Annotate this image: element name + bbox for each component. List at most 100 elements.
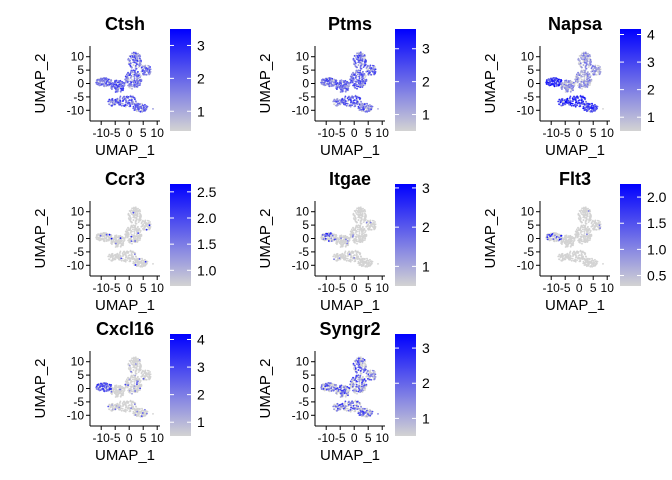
point: [354, 226, 357, 229]
point-expressed: [141, 104, 144, 106]
point-expressed: [334, 80, 337, 83]
point-expressed: [119, 101, 121, 104]
point-expressed: [325, 83, 328, 86]
point-expressed: [583, 58, 586, 61]
point-expressed: [320, 83, 323, 85]
point-expressed: [138, 105, 141, 108]
point-expressed: [133, 75, 136, 78]
point-expressed: [551, 78, 554, 80]
point-expressed: [588, 103, 591, 106]
point: [587, 207, 589, 210]
point: [131, 221, 133, 224]
point: [137, 228, 140, 230]
point-expressed: [129, 80, 132, 83]
point-expressed: [581, 73, 584, 76]
point-expressed: [361, 102, 363, 105]
point: [124, 252, 127, 254]
point-expressed: [580, 57, 582, 59]
x-tick-label: 10: [151, 281, 165, 295]
point: [355, 209, 358, 212]
point-expressed: [127, 102, 130, 105]
point-expressed: [136, 63, 138, 66]
colorbar-tick-label: 1: [197, 103, 205, 119]
point-expressed: [354, 64, 357, 67]
point-expressed: [579, 87, 581, 89]
point: [129, 242, 132, 244]
point: [145, 224, 148, 227]
x-axis-label: UMAP_1: [95, 142, 155, 159]
point-expressed: [95, 79, 98, 81]
point-expressed: [346, 240, 349, 242]
point: [111, 260, 113, 262]
point: [570, 259, 573, 262]
point-expressed: [587, 52, 589, 55]
point-expressed: [369, 65, 371, 68]
point: [344, 250, 347, 253]
point-expressed: [364, 80, 367, 83]
point-expressed: [353, 73, 356, 76]
point: [588, 57, 591, 60]
point: [361, 213, 364, 216]
point-expressed: [134, 109, 137, 111]
point: [138, 212, 141, 215]
point-expressed: [130, 235, 133, 238]
point-expressed: [324, 84, 327, 87]
x-axis-label: UMAP_1: [320, 297, 380, 314]
point: [139, 216, 141, 218]
point: [338, 254, 341, 256]
colorbar-tick-label: 1: [647, 109, 655, 125]
point-expressed: [149, 66, 152, 68]
point-expressed: [325, 77, 328, 80]
point-expressed: [577, 71, 579, 74]
point-expressed: [355, 97, 358, 100]
point-expressed: [582, 54, 585, 57]
point-expressed: [346, 102, 349, 105]
point: [361, 239, 363, 242]
point: [131, 255, 134, 258]
colorbar-tick-label: 3: [422, 41, 430, 57]
point-expressed: [564, 100, 567, 103]
point: [585, 230, 588, 233]
point: [587, 221, 590, 224]
point: [137, 219, 140, 221]
point: [362, 221, 365, 224]
point-expressed: [321, 234, 324, 236]
point-expressed: [360, 56, 363, 58]
point: [589, 216, 591, 218]
point-expressed: [593, 109, 596, 111]
y-tick-label: -5: [523, 90, 534, 104]
point: [129, 250, 132, 253]
scatter-points: [545, 206, 604, 268]
point: [132, 219, 135, 222]
point: [589, 75, 592, 77]
colorbar-tick-label: 1: [422, 107, 430, 123]
point-expressed: [593, 67, 596, 69]
x-tick-label: -5: [110, 126, 121, 140]
point: [132, 240, 135, 243]
point-expressed: [111, 82, 114, 85]
colorbar-tick-label: 2: [647, 82, 655, 98]
point: [553, 240, 556, 243]
x-tick-label: 5: [590, 126, 597, 140]
point-expressed: [366, 104, 369, 106]
point-expressed: [353, 55, 356, 57]
point: [105, 236, 108, 238]
point: [589, 230, 592, 232]
point-expressed: [589, 59, 592, 61]
point: [335, 240, 338, 243]
point-expressed: [546, 236, 549, 239]
point-expressed: [130, 99, 133, 102]
point-expressed: [136, 78, 139, 81]
point-expressed: [131, 100, 134, 103]
point: [362, 232, 365, 235]
point: [129, 219, 132, 222]
point: [354, 219, 357, 222]
point-expressed: [324, 235, 327, 238]
y-tick-label: 5: [77, 218, 84, 232]
point: [118, 258, 121, 261]
point-expressed: [113, 102, 116, 104]
point: [564, 237, 566, 239]
point: [123, 250, 125, 253]
point: [117, 235, 120, 237]
point-expressed: [111, 98, 114, 100]
